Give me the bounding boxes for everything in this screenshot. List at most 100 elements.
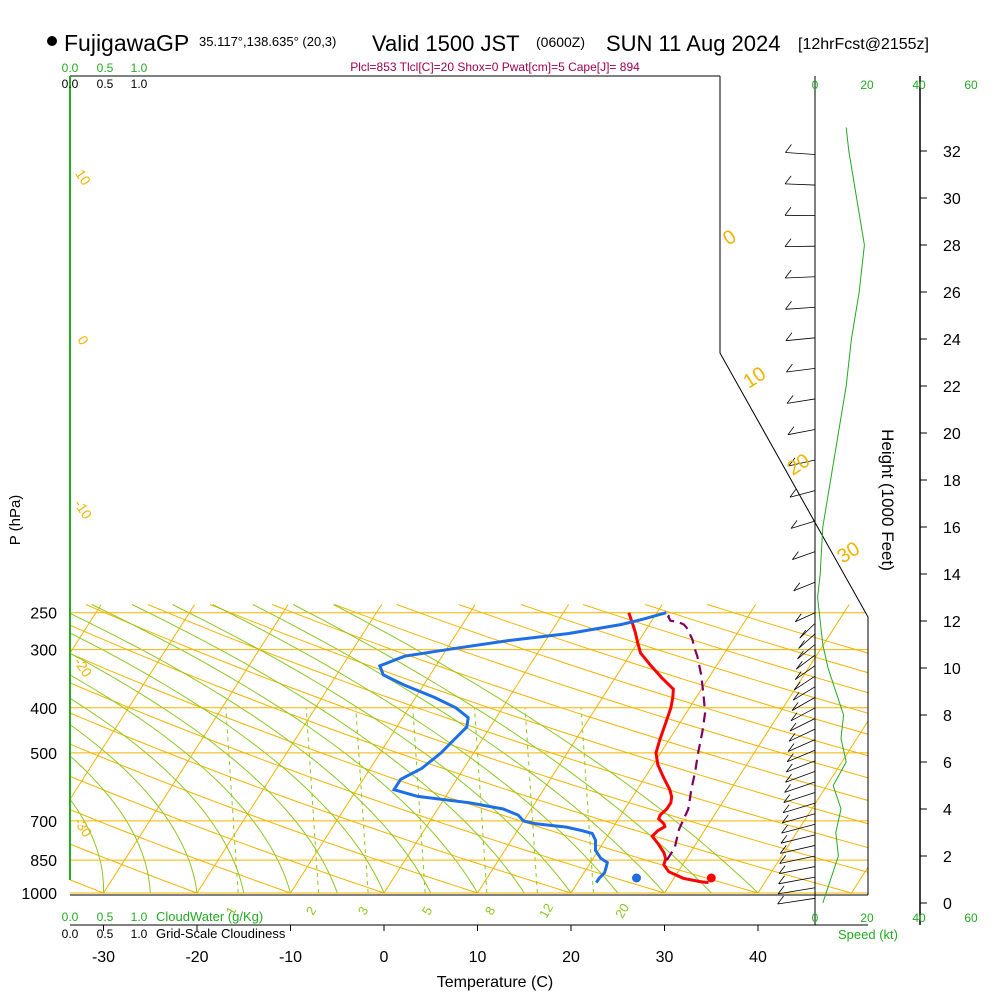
x-tick-label: 40 xyxy=(749,949,767,966)
wind-barb-flag xyxy=(792,691,800,701)
dewpoint-profile xyxy=(377,611,667,884)
dry-adiabat-line xyxy=(70,604,665,894)
isotherm-line xyxy=(196,604,383,894)
x-tick-label: 30 xyxy=(656,949,674,966)
wind-speed-label: Speed (kt) xyxy=(838,927,898,942)
wind-barb-flag xyxy=(779,845,787,854)
mixing-ratio-line xyxy=(580,707,594,894)
wind-barb xyxy=(790,520,816,529)
valid-zulu: (0600Z) xyxy=(536,34,585,50)
wind-barb xyxy=(778,876,816,885)
cloud-top-black-tick: 1.0 xyxy=(131,77,148,91)
wind-barb xyxy=(787,398,816,404)
wind-barb xyxy=(785,152,816,155)
height-tick-label: 4 xyxy=(943,802,952,819)
dry-adiabat-line xyxy=(582,604,868,894)
height-axis-title: Height (1000 Feet) xyxy=(878,429,897,571)
wind-barb-flag xyxy=(785,301,792,310)
wind-top-tick: 20 xyxy=(860,78,874,92)
wind-bottom-tick: 60 xyxy=(964,911,978,925)
dry-adiabat-line xyxy=(147,604,868,894)
cloud-bottom-black-tick: 0.0 xyxy=(62,927,79,941)
station-coords: 35.117°,138.635° (20,3) xyxy=(199,34,336,49)
sounding-series xyxy=(377,611,716,885)
cloud-bottom-green-tick: 0.0 xyxy=(62,910,79,924)
height-tick-label: 0 xyxy=(943,896,952,913)
surface-dewpoint-marker xyxy=(632,873,641,883)
wind-barb xyxy=(786,367,816,373)
dry-adiabat-line xyxy=(209,604,868,894)
pressure-tick-label: 1000 xyxy=(21,886,57,903)
moist-adiabat-line xyxy=(70,604,198,894)
temperature-profile xyxy=(627,612,709,885)
wind-barb xyxy=(785,183,816,186)
wind-barb-flag xyxy=(786,395,794,404)
wind-barb xyxy=(797,644,816,660)
mixing-ratio-label: 3 xyxy=(355,904,372,918)
wind-barb xyxy=(787,739,816,752)
wind-barb xyxy=(781,823,816,834)
moist-adiabat-line xyxy=(70,604,291,894)
dry-adiabat-label: 20 xyxy=(783,450,814,481)
dry-adiabat-line xyxy=(0,605,10,894)
wind-barb xyxy=(777,897,816,905)
wind-barb-flag xyxy=(785,332,793,341)
wind-barb xyxy=(788,728,816,742)
wind-barb xyxy=(793,581,816,592)
isotherm-line xyxy=(103,604,289,894)
wind-barb xyxy=(790,707,816,722)
height-tick-label: 28 xyxy=(943,238,961,255)
moist-adiabat-line xyxy=(70,604,338,894)
wind-barb-flag xyxy=(784,175,792,185)
background-lines xyxy=(0,604,868,894)
wind-bottom-tick: 40 xyxy=(912,911,926,925)
dry-adiabat-label: 0 xyxy=(719,226,740,251)
cloud-bottom-black-tick: 1.0 xyxy=(131,927,148,941)
x-tick-label: 0 xyxy=(380,949,389,966)
wind-barb-flag xyxy=(793,582,801,591)
dry-adiabat-line xyxy=(70,604,198,894)
wind-barb-flag xyxy=(793,681,801,691)
pressure-tick-label: 500 xyxy=(30,746,57,763)
mixing-ratio-label: 12 xyxy=(536,901,556,921)
dry-adiabat-line xyxy=(70,604,478,894)
wind-barb-flag xyxy=(784,207,792,216)
moist-adiabat-line xyxy=(70,604,105,894)
isotherm-label: -20 xyxy=(71,654,96,680)
mixing-ratio-line xyxy=(305,707,320,894)
wind-barb xyxy=(785,771,816,783)
wind-barb xyxy=(785,337,816,342)
cloud-top-green-tick: 1.0 xyxy=(131,61,148,75)
cloud-top-green-tick: 0.5 xyxy=(97,61,114,75)
wind-barb-flag xyxy=(794,613,802,623)
plot-boundary-line xyxy=(719,76,869,895)
height-tick-label: 6 xyxy=(943,755,952,772)
mixing-ratio-label: 20 xyxy=(612,901,632,921)
mixing-ratio-label: 2 xyxy=(303,904,320,918)
wind-barb xyxy=(787,429,816,436)
isotherm-label: -10 xyxy=(71,496,96,522)
moist-adiabat-line xyxy=(172,604,572,894)
wind-barb-flag xyxy=(788,733,796,742)
wind-barb-flag xyxy=(788,457,796,467)
wind-barb-flag xyxy=(782,804,790,814)
sounding-params: Plcl=853 Tlcl[C]=20 Shox=0 Pwat[cm]=5 Ca… xyxy=(350,60,640,74)
wind-barb-flag xyxy=(781,824,788,834)
wind-barb-flag xyxy=(795,660,803,670)
wind-speed-curve xyxy=(817,127,865,904)
axis-labels: -30 -20 -10 0 10 20 30 402503004005007008501000… xyxy=(21,61,978,966)
wind-barb xyxy=(787,749,816,763)
wind-barb-flag xyxy=(779,855,787,864)
moist-adiabat-line xyxy=(70,604,245,894)
wind-barb-flag xyxy=(778,875,785,885)
height-tick-label: 8 xyxy=(943,708,952,725)
wind-barb xyxy=(789,718,816,732)
height-tick-label: 32 xyxy=(943,144,961,161)
valid-time: Valid 1500 JST xyxy=(372,31,520,56)
wind-barb-flag xyxy=(789,488,797,498)
wind-top-tick: 0 xyxy=(812,78,819,92)
wind-barb xyxy=(783,792,816,803)
height-tick-label: 20 xyxy=(943,426,961,443)
wind-top-tick: 60 xyxy=(964,78,978,92)
